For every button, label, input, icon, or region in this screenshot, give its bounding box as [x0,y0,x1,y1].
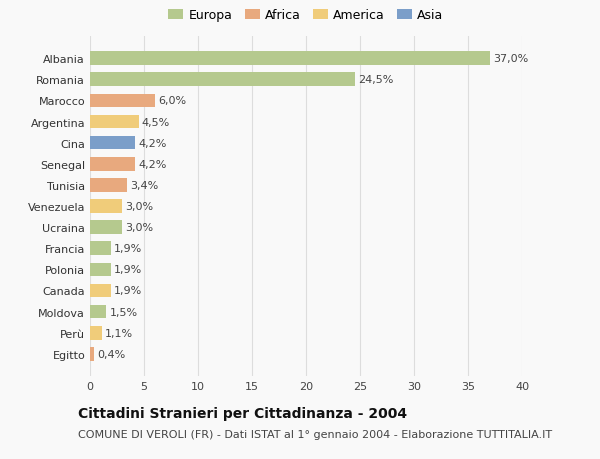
Bar [90,221,122,235]
Bar [90,94,155,108]
Bar [90,305,106,319]
Text: 3,0%: 3,0% [125,223,154,233]
Text: Cittadini Stranieri per Cittadinanza - 2004: Cittadini Stranieri per Cittadinanza - 2… [78,406,407,420]
Text: 6,0%: 6,0% [158,96,186,106]
Text: 1,5%: 1,5% [109,307,137,317]
Bar [90,242,110,256]
Text: 1,9%: 1,9% [114,244,142,254]
Text: 1,9%: 1,9% [114,286,142,296]
Text: 37,0%: 37,0% [493,54,528,64]
Bar [90,136,136,150]
Bar [90,263,110,277]
Legend: Europa, Africa, America, Asia: Europa, Africa, America, Asia [163,4,449,27]
Bar [90,284,110,298]
Text: 4,2%: 4,2% [139,138,167,148]
Bar [90,73,355,87]
Text: 4,2%: 4,2% [139,159,167,169]
Bar [90,200,122,213]
Text: 3,4%: 3,4% [130,180,158,190]
Bar [90,115,139,129]
Text: 3,0%: 3,0% [125,202,154,212]
Text: 0,4%: 0,4% [98,349,126,359]
Bar [90,52,490,66]
Text: 24,5%: 24,5% [358,75,393,85]
Text: 4,5%: 4,5% [142,117,170,127]
Bar [90,157,136,171]
Bar [90,179,127,192]
Text: 1,1%: 1,1% [105,328,133,338]
Bar [90,326,102,340]
Bar [90,347,94,361]
Text: 1,9%: 1,9% [114,265,142,275]
Text: COMUNE DI VEROLI (FR) - Dati ISTAT al 1° gennaio 2004 - Elaborazione TUTTITALIA.: COMUNE DI VEROLI (FR) - Dati ISTAT al 1°… [78,429,552,439]
